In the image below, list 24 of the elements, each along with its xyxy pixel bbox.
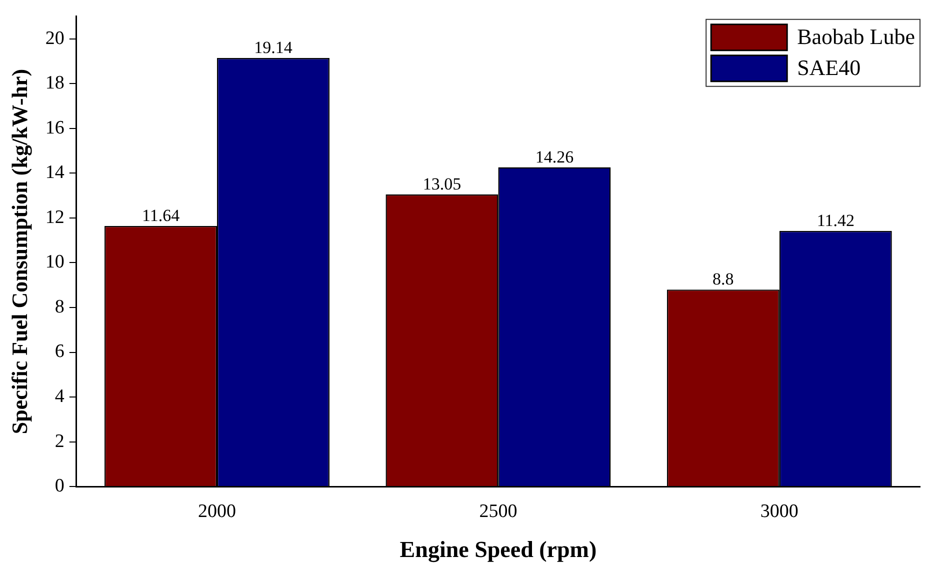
y-tick-label: 18 (45, 72, 64, 94)
y-tick-label: 14 (45, 162, 65, 184)
data-label: 19.14 (254, 38, 293, 58)
y-tick-label: 20 (45, 28, 64, 49)
y-tick-label: 6 (54, 341, 64, 362)
y-tick-label: 10 (45, 252, 64, 273)
y-tick-label: 12 (45, 206, 64, 228)
y-tick-label: 8 (54, 296, 64, 318)
y-tick-label: 4 (54, 386, 65, 408)
x-tick-label: 3000 (760, 500, 798, 522)
data-label: 11.42 (816, 210, 854, 230)
data-label: 13.05 (422, 174, 462, 194)
y-tick-label: 16 (45, 117, 64, 138)
legend-label: Baobab Lube (797, 24, 915, 50)
x-tick-label: 2500 (479, 500, 518, 522)
x-axis-title: Engine Speed (rpm) (400, 537, 597, 564)
y-tick-label: 0 (54, 476, 64, 497)
data-label: 8.8 (712, 270, 734, 289)
legend-label: SAE40 (797, 55, 861, 80)
data-label: 14.26 (535, 147, 574, 166)
y-axis-title: Specific Fuel Consumption (kg/kW-hr) (6, 68, 32, 434)
x-tick-label: 2000 (198, 500, 236, 522)
y-tick-label: 2 (54, 430, 64, 452)
data-label: 11.64 (142, 206, 180, 225)
